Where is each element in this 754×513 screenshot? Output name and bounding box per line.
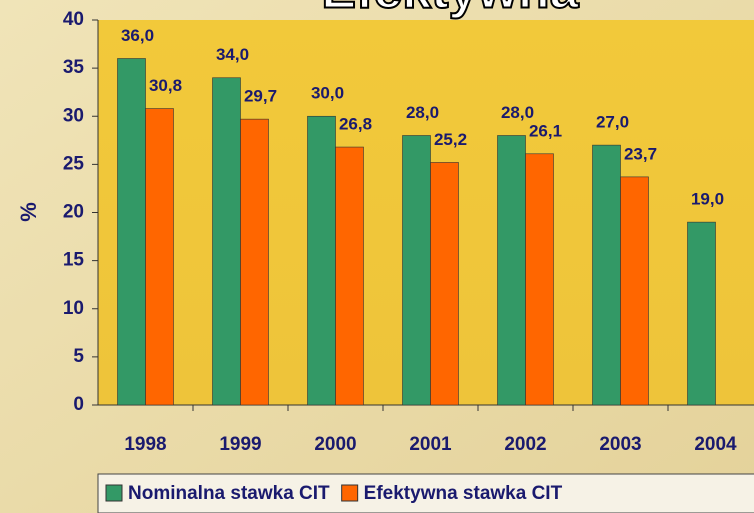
value-label: 28,0 [501, 103, 534, 122]
bar [335, 146, 364, 406]
x-tick-label: 2002 [504, 434, 546, 455]
legend-swatch [341, 484, 359, 502]
y-tick-label: 20 [63, 202, 84, 223]
y-tick-label: 5 [73, 346, 84, 367]
bar [145, 108, 174, 406]
bar [430, 162, 459, 406]
bar [117, 58, 146, 406]
y-tick-label: 40 [63, 9, 84, 30]
value-label: 30,0 [311, 84, 344, 103]
bar [525, 153, 554, 406]
value-label: 29,7 [244, 87, 277, 106]
x-tick-label: 2001 [409, 434, 452, 455]
value-label: 36,0 [121, 26, 154, 45]
bar [592, 144, 621, 406]
y-tick-label: 10 [63, 298, 84, 319]
x-tick-label: 2003 [599, 434, 641, 455]
value-label: 19,0 [691, 190, 724, 209]
value-label: 28,0 [406, 103, 439, 122]
value-label: 26,1 [529, 121, 562, 140]
y-axis-label: % [16, 202, 41, 222]
legend-swatch [105, 484, 123, 502]
y-tick-label: 0 [73, 394, 84, 415]
bar [620, 176, 649, 406]
bar [402, 135, 431, 406]
y-tick-label: 15 [63, 250, 85, 271]
value-label: 30,8 [149, 76, 182, 95]
value-label: 27,0 [596, 113, 629, 132]
legend-label: Efektywna stawka CIT [364, 483, 563, 504]
y-tick-label: 35 [63, 57, 85, 78]
bar [212, 77, 241, 406]
chart-title: Efektywna [321, 0, 579, 20]
value-label: 34,0 [216, 45, 249, 64]
value-label: 25,2 [434, 130, 467, 149]
y-tick-label: 30 [63, 105, 84, 126]
bar [687, 221, 716, 406]
value-label: 23,7 [624, 144, 657, 163]
x-tick-label: 2004 [694, 434, 737, 455]
y-tick-label: 25 [63, 153, 85, 174]
x-tick-label: 2000 [314, 434, 356, 455]
legend [97, 473, 754, 513]
legend-label: Nominalna stawka CIT [128, 483, 330, 504]
x-tick-label: 1998 [124, 434, 166, 455]
bar [497, 135, 526, 406]
bar [240, 118, 269, 406]
x-tick-label: 1999 [219, 434, 261, 455]
value-label: 26,8 [339, 115, 372, 134]
bar [307, 115, 336, 406]
